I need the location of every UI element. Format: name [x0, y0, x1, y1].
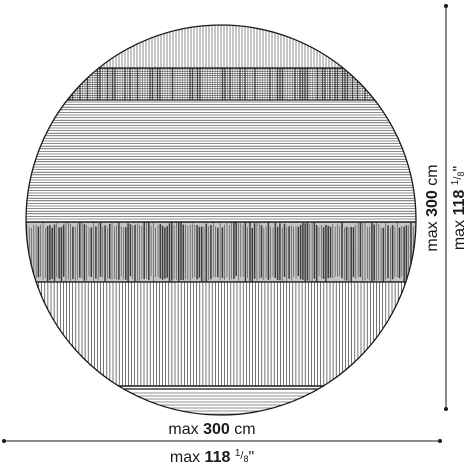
rug-outline: [25, 24, 417, 416]
bottom-edge-band: [26, 385, 416, 415]
height-dimension-line: [444, 4, 448, 411]
vertical-stripe-band-top: [26, 25, 416, 68]
height-dimension-endpoint-top: [444, 4, 448, 8]
height-metric-label: max 300 cm: [424, 164, 441, 251]
width-imperial-label: max 118 1/8": [170, 448, 254, 466]
dense-woven-band-upper: [26, 67, 416, 101]
height-dimension-endpoint-bottom: [444, 407, 448, 411]
dense-woven-band-middle: [26, 221, 416, 283]
width-metric-label: max 300 cm: [168, 421, 255, 438]
height-imperial-label: max 118 1/8": [450, 166, 468, 250]
vertical-stripe-band-lower: [26, 282, 415, 386]
round-rug-illustration: [26, 25, 416, 415]
width-dimension-endpoint-left: [2, 439, 6, 443]
width-dimension-line: [2, 439, 442, 443]
width-dimension-endpoint-right: [438, 439, 442, 443]
horizontal-stripe-band-upper: [26, 101, 416, 222]
